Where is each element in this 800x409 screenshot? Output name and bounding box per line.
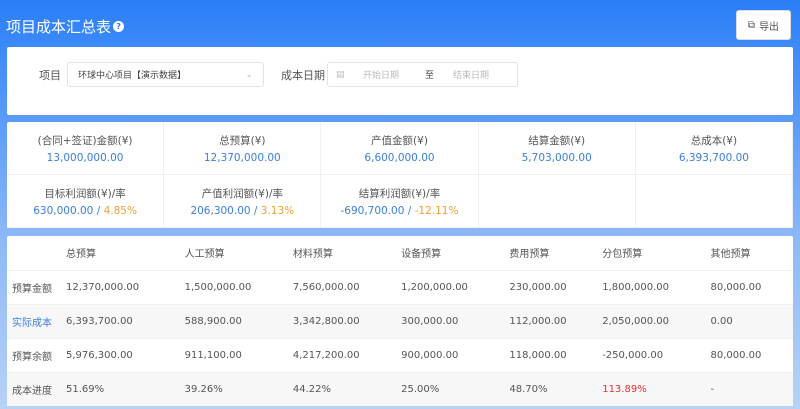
table-cell: 6,393,700.00 <box>66 303 185 338</box>
table-cell: 112,000.00 <box>509 303 603 338</box>
stat-card: 结算利润额(¥)/率 -690,700.00 / -12.11% <box>321 175 479 228</box>
column-header: 总预算 <box>66 249 96 261</box>
column-header: 人工预算 <box>184 249 225 261</box>
row-label: 预算金额 <box>7 269 66 304</box>
table-cell: 1,200,000.00 <box>401 269 510 304</box>
table-cell: 25.00% <box>401 371 510 406</box>
budget-table: 总预算 人工预算 材料预算 设备预算 费用预算 分包预算 其他预算预算金额 12,370,00… <box>7 236 793 406</box>
question-circle-icon[interactable]: ? <box>113 21 125 32</box>
table-cell: 12,370,000.00 <box>66 269 185 304</box>
table-row: 预算金额 12,370,000.00 1,500,000.00 7,560,000.0… <box>7 269 793 304</box>
stat-empty <box>478 175 636 228</box>
stat-card: 总成本(¥) 6,393,700.00 <box>635 122 793 175</box>
chevron-down-icon: ⌄ <box>245 69 253 80</box>
stats-panel: (合同+签证)金额(¥) 13,000,000.00 总预算(¥) 12,370,00… <box>7 122 793 228</box>
column-header: 费用预算 <box>509 249 550 261</box>
stat-card: 产值金额(¥) 6,600,000.00 <box>321 122 479 175</box>
actual-cost-link[interactable]: 实际成本 <box>7 303 66 338</box>
stat-value: -690,700.00 <box>340 204 405 217</box>
row-label: 预算余额 <box>7 337 66 372</box>
export-icon: ⧉ <box>747 19 756 31</box>
table-cell: 230,000.00 <box>509 269 603 304</box>
filter-panel: 项目 环球中心项目【演示数据】 ⌄ 成本日期 ▤ 开始日期 至 结束日期 <box>7 47 793 115</box>
stat-label: 结算金额(¥) <box>528 134 586 147</box>
stat-label: 总成本(¥) <box>690 134 738 147</box>
table-cell: 5,976,300.00 <box>66 337 185 372</box>
table-cell: 2,050,000.00 <box>602 303 711 338</box>
end-date-input[interactable]: 结束日期 <box>453 71 490 81</box>
table-cell: 1,800,000.00 <box>602 269 711 304</box>
table-cell: 44.22% <box>292 371 402 406</box>
table-row: 成本进度 51.69% 39.26% 44.22% 25.00% 48.70% 113.89… <box>7 371 793 406</box>
stat-label: 产值利润额(¥)/率 <box>201 187 283 200</box>
stat-value: 6,600,000.00 <box>364 151 435 164</box>
table-cell: 7,560,000.00 <box>292 269 402 304</box>
date-label: 成本日期 <box>281 69 325 82</box>
stat-card: 总预算(¥) 12,370,000.00 <box>164 122 322 175</box>
stat-value: 12,370,000.00 <box>203 151 281 164</box>
column-header <box>7 236 66 270</box>
project-select-value: 环球中心项目【演示数据】 <box>78 71 187 81</box>
stat-rate: 3.13% <box>260 204 295 217</box>
stat-rate: -12.11% <box>414 204 459 217</box>
table-cell: 911,100.00 <box>184 337 293 372</box>
row-label: 成本进度 <box>7 371 66 406</box>
table-cell: 80,000.00 <box>710 337 793 372</box>
project-select[interactable]: 环球中心项目【演示数据】 ⌄ <box>67 62 264 87</box>
stat-value: 206,300.00 <box>190 204 251 217</box>
stat-card: 产值利润额(¥)/率 206,300.00 / 3.13% <box>164 175 322 228</box>
stat-label: 结算利润额(¥)/率 <box>358 187 441 200</box>
stat-empty <box>635 175 793 228</box>
stat-value: 630,000.00 <box>33 204 94 217</box>
table-cell: 300,000.00 <box>401 303 510 338</box>
table-cell: 118,000.00 <box>509 337 603 372</box>
stat-value: 5,703,000.00 <box>521 151 592 164</box>
export-label: 导出 <box>759 21 780 33</box>
start-date-input[interactable]: 开始日期 <box>363 71 400 81</box>
table-cell: 48.70% <box>509 371 603 406</box>
stat-label: 总预算(¥) <box>219 134 266 147</box>
table-cell: 1,500,000.00 <box>184 269 293 304</box>
table-cell: 80,000.00 <box>710 269 793 304</box>
table-cell: -250,000.00 <box>602 337 711 372</box>
stat-value: 13,000,000.00 <box>46 151 124 164</box>
stat-label: 产值金额(¥) <box>371 134 428 147</box>
table-cell: 588,900.00 <box>184 303 293 338</box>
stat-card: 结算金额(¥) 5,703,000.00 <box>478 122 636 175</box>
table-cell: 51.69% <box>66 371 185 406</box>
table-cell: - <box>710 371 793 406</box>
date-separator: 至 <box>425 71 435 81</box>
export-button[interactable]: ⧉ 导出 <box>736 10 791 40</box>
table-cell: 900,000.00 <box>401 337 510 372</box>
column-header: 材料预算 <box>292 249 333 261</box>
table-cell: 4,217,200.00 <box>292 337 402 372</box>
page-title-text: 项目成本汇总表 <box>6 18 112 36</box>
column-header: 分包预算 <box>602 249 643 261</box>
date-range-picker[interactable]: ▤ 开始日期 至 结束日期 <box>327 62 518 87</box>
column-header: 其他预算 <box>710 249 751 261</box>
table-cell: 0.00 <box>710 303 793 338</box>
table-cell: 39.26% <box>184 371 293 406</box>
project-label: 项目 <box>39 69 61 82</box>
column-header: 设备预算 <box>401 249 442 261</box>
stat-label: (合同+签证)金额(¥) <box>37 134 133 147</box>
table-row: 预算余额 5,976,300.00 911,100.00 4,217,200.00 90… <box>7 337 793 372</box>
stat-card: (合同+签证)金额(¥) 13,000,000.00 <box>7 122 165 175</box>
stat-rate: 4.85% <box>103 204 137 217</box>
page-title: 项目成本汇总表? <box>6 16 125 37</box>
stat-value: 6,393,700.00 <box>678 151 749 164</box>
calendar-icon: ▤ <box>336 69 345 80</box>
stat-label: 目标利润额(¥)/率 <box>44 187 126 200</box>
table-cell: 113.89% <box>602 371 711 406</box>
table-cell: 3,342,800.00 <box>292 303 402 338</box>
table-row: 实际成本 6,393,700.00 588,900.00 3,342,800.00 30… <box>7 303 793 338</box>
stat-card: 目标利润额(¥)/率 630,000.00 / 4.85% <box>7 175 165 228</box>
